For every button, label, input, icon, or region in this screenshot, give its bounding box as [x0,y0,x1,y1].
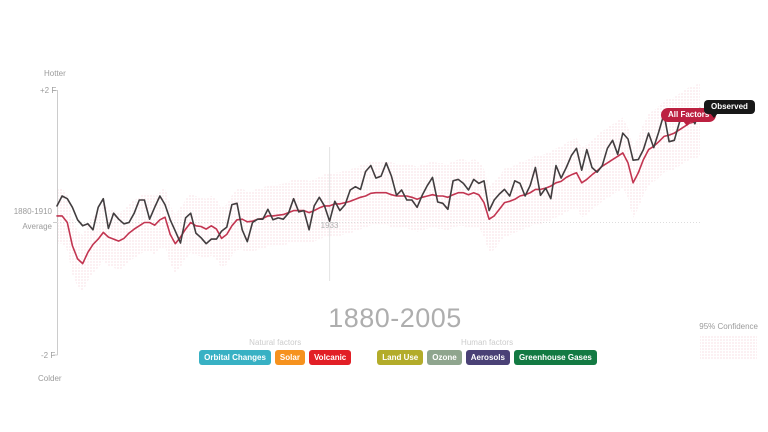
observed-line [56,107,701,245]
factor-button-orbital-changes[interactable]: Orbital Changes [199,350,271,365]
factor-button-volcanic[interactable]: Volcanic [308,350,352,365]
observed-badge-label: Observed [711,102,748,111]
confidence-band [57,83,700,292]
page-title-year-range: 1880-2005 [328,303,462,333]
observed-badge: Observed [704,100,755,118]
axis-colder-label: Colder [38,374,62,383]
factor-button-land-use[interactable]: Land Use [377,350,424,365]
all-factors-badge: All Factors [661,108,717,126]
confidence-legend-swatch [700,336,757,360]
legend-group-human-factors: Human factors Land Use Ozone Aerosols Greenh… [377,338,597,365]
legend-group-label: Human factors [461,338,514,347]
axis-baseline-label-1: 1880-1910 [13,207,52,216]
confidence-label: 95% Confidence [699,322,758,331]
factor-button-solar[interactable]: Solar [274,350,305,365]
axis-baseline-label-2: Average [22,222,52,231]
factor-button-aerosols[interactable]: Aerosols [465,350,510,365]
all-factors-badge-label: All Factors [668,110,710,119]
legend-group-label: Natural factors [249,338,302,347]
legend-group-natural-factors: Natural factors Orbital Changes Solar Volca… [199,338,352,365]
axis-hotter-label: Hotter [44,69,66,78]
factor-button-greenhouse-gases[interactable]: Greenhouse Gases [513,350,597,365]
factor-button-ozone[interactable]: Ozone [427,350,462,365]
axis-minus2-label: -2 F [41,351,56,360]
year-marker-label: 1933 [320,221,339,230]
all-factors-line [56,119,701,265]
factor-legend: Natural factors Orbital Changes Solar Volca… [14,338,768,365]
axis-plus2-label: +2 F [40,86,57,95]
